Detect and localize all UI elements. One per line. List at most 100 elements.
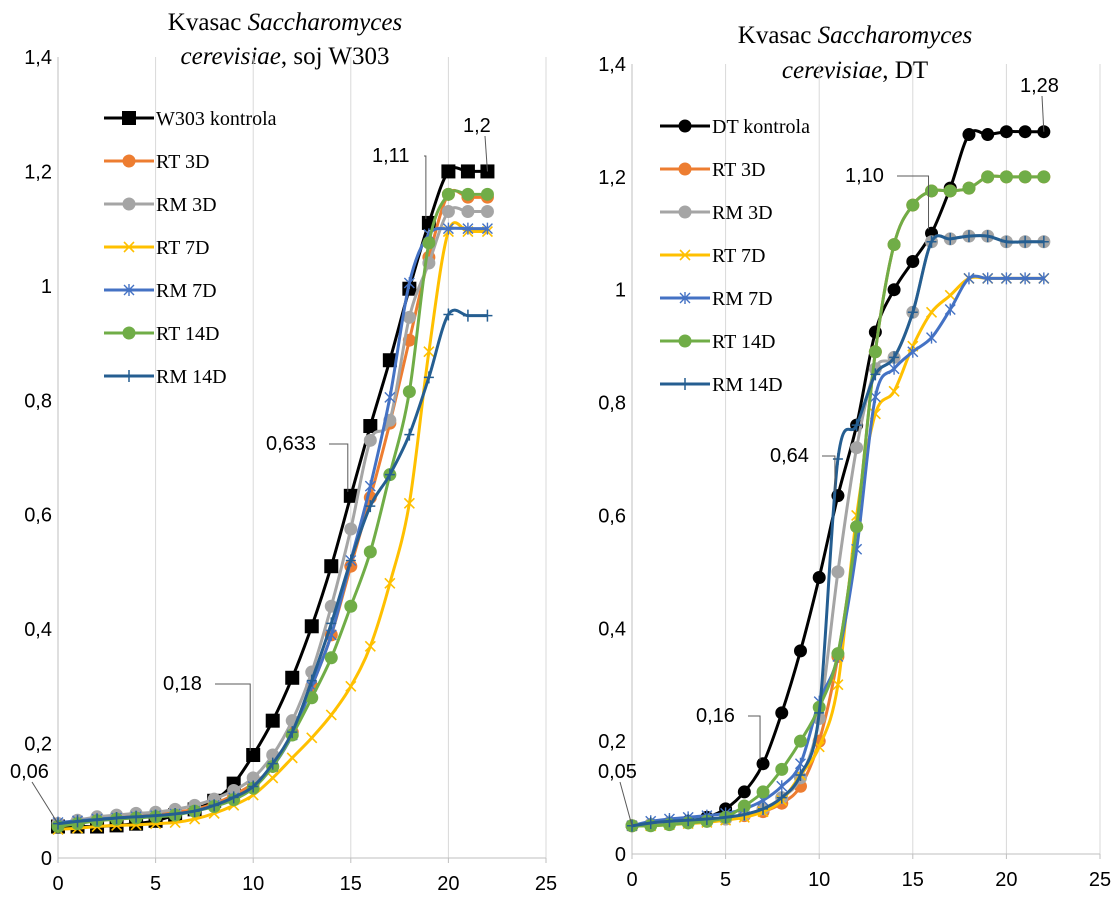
series-line [631,274,1044,828]
data-point [1018,170,1032,184]
data-point [720,811,731,824]
data-label-text: 1,11 [372,145,409,167]
data-point [906,255,920,268]
data-point [870,368,881,381]
data-point [363,433,377,447]
series-line [57,166,488,829]
data-point [645,816,656,829]
legend-marker [124,370,134,382]
data-point [925,184,939,198]
data-point [683,814,694,827]
data-point [305,691,319,705]
data-point [404,428,415,441]
leader-line [31,781,59,824]
data-point [384,468,395,481]
data-point [906,198,920,212]
series-line [57,221,488,831]
series-rm-7d [626,272,1050,832]
series-rm-14d [627,230,1049,832]
legend-label: RM 3D [156,194,217,216]
data-point [345,554,356,567]
legend-marker [679,292,691,304]
legend-entry: RM 3D [104,194,217,216]
data-point [758,802,769,815]
x-tick-label: 0 [626,869,637,891]
data-point [999,125,1013,139]
title-italic: Saccharomyces [248,9,403,36]
data-point [1038,272,1050,285]
data-point [481,222,493,235]
legend-entry: RT 7D [660,245,765,267]
data-label-text: 1,10 [845,165,884,187]
data-point [343,488,358,503]
legend-label: RT 14D [712,331,775,353]
chart-title-line-2: cerevisiae, DT [782,57,928,84]
legend-label: RT 14D [156,323,219,345]
legend-entry: RT 3D [660,159,765,181]
data-point [1000,272,1012,285]
data-point [443,308,454,321]
leader-line [748,715,761,760]
legend-entry: RT 14D [104,323,219,345]
data-point [382,353,397,368]
data-label: 0,633 [266,433,349,492]
data-point [851,419,862,432]
data-point [189,805,200,818]
series-rm-14d [53,308,493,830]
data-point [944,303,956,316]
data-point [850,441,864,455]
title-plain: Kvasac [738,22,818,49]
data-point [285,670,300,685]
data-label: 0,16 [696,705,761,760]
x-tick-label: 15 [340,873,362,895]
leader-line [484,135,488,172]
legend-label: RM 3D [712,202,773,224]
title-plain: , soj W303 [281,43,390,70]
legend-entry: RT 14D [660,331,775,353]
data-point [907,306,918,319]
data-point [287,726,298,739]
y-tick-label: 0 [615,844,626,866]
data-label: 0,06 [10,761,59,824]
x-tick-label: 10 [242,873,264,895]
legend-entry: RM 14D [660,374,783,396]
legend-marker [680,378,690,390]
data-point [209,799,220,812]
data-label-text: 1,2 [463,115,491,137]
data-point [265,713,280,728]
legend-entry: DT kontrola [660,116,810,138]
legend-label: RM 14D [712,374,783,396]
data-point [267,757,278,770]
data-point [962,181,976,195]
data-point [246,771,260,785]
data-label: 1,11 [372,145,427,219]
data-point [228,791,239,804]
legend-entry: RM 3D [660,202,773,224]
data-point [482,309,493,322]
series-line [57,226,488,825]
x-tick-label: 0 [52,873,63,895]
data-point [850,520,864,534]
leader-line [897,175,930,230]
data-point [384,577,396,589]
data-point [776,780,788,793]
data-label-text: 0,64 [770,445,809,467]
leader-line [619,781,633,826]
data-label-text: 0,05 [598,761,637,783]
data-point [304,619,319,634]
data-point [888,385,900,397]
data-point [831,647,845,661]
data-point [756,757,770,771]
data-label: 1,28 [1020,75,1059,132]
chart-title-line-2: cerevisiae, soj W303 [181,43,390,70]
x-tick-label: 5 [720,869,731,891]
y-tick-label: 0 [41,848,52,870]
legend-entry: RT 7D [104,237,209,259]
data-point [832,679,844,691]
series-rm-3d [625,229,1051,833]
legend-label: RM 7D [156,280,217,302]
series-rt-7d [626,272,1050,832]
